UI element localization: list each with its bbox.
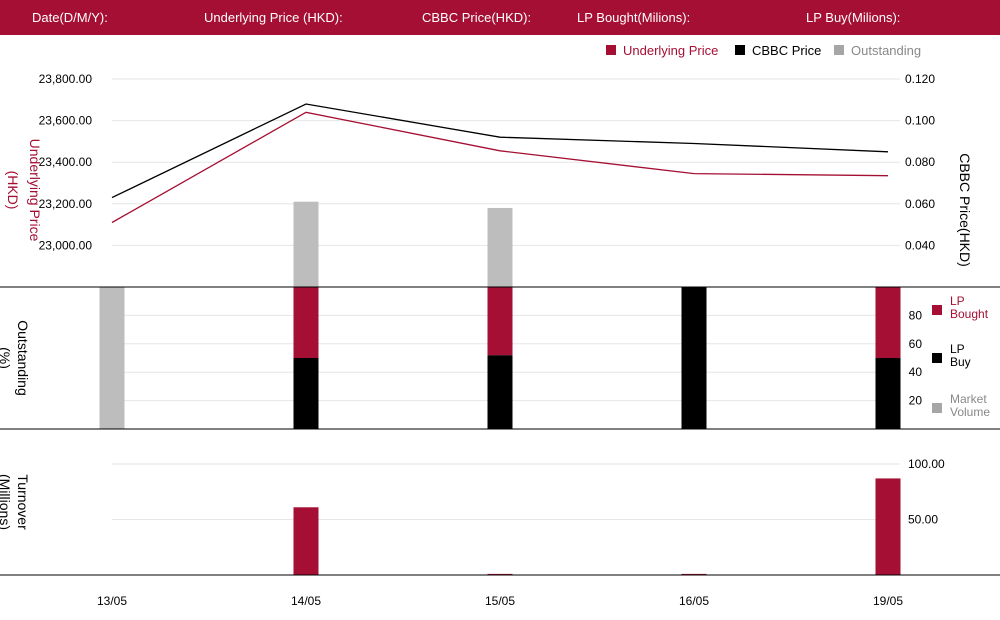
bottom-tick-label: 50.00 xyxy=(908,513,938,527)
legend-label: Underlying Price xyxy=(623,43,718,58)
legend: Underlying Price CBBC Price OutstandingLPB… xyxy=(606,43,990,419)
lines-layer xyxy=(111,103,889,224)
legend-swatch xyxy=(606,45,616,55)
side-legend-label: Bought xyxy=(950,307,989,321)
lp-bought-bar xyxy=(487,287,513,356)
outstanding-bar xyxy=(487,207,513,287)
side-legend-swatch xyxy=(932,403,942,413)
tick-labels: 23,000.00 23,200.00 23,400.00 23,600.00 23,8… xyxy=(0,72,973,608)
legend-label: CBBC Price xyxy=(752,43,821,58)
mid-tick-label: 20 xyxy=(909,394,923,408)
turnover-bar xyxy=(487,573,513,575)
lp-bought-bar xyxy=(293,287,319,358)
mid-tick-label: 60 xyxy=(909,337,923,351)
bottom-axis-title-line1: Turnover xyxy=(15,474,31,530)
lp-buy-label: LP Buy(Milions): xyxy=(806,10,901,25)
right-tick-label: 0.080 xyxy=(905,155,935,169)
lp-bought-label: LP Bought(Milions): xyxy=(577,10,691,25)
side-legend-label: Market xyxy=(950,392,987,406)
outstanding-bar xyxy=(293,201,319,287)
turnover-bar xyxy=(293,507,319,575)
mid-axis-title-line1: Outstanding xyxy=(15,320,31,396)
turnover-bar xyxy=(875,478,901,575)
cbbc-price-label: CBBC Price(HKD): xyxy=(422,10,532,25)
turnover-bar xyxy=(681,573,707,575)
right-tick-label: 0.100 xyxy=(905,114,935,128)
legend-swatch xyxy=(735,45,745,55)
left-tick-label: 23,800.00 xyxy=(39,72,93,86)
left-tick-label: 23,000.00 xyxy=(39,238,93,252)
left-tick-label: 23,600.00 xyxy=(39,114,93,128)
side-legend-swatch xyxy=(932,353,942,363)
axes-layer xyxy=(0,286,1000,576)
bars-layer xyxy=(99,201,901,575)
right-axis-title: CBBC Price(HKD) xyxy=(957,153,973,267)
lp-buy-bar xyxy=(487,355,513,429)
right-tick-label: 0.060 xyxy=(905,197,935,211)
legend-label: Outstanding xyxy=(851,43,921,58)
outstanding-bar xyxy=(99,287,125,429)
left-tick-label: 23,200.00 xyxy=(39,197,93,211)
date-label: Date(D/M/Y): xyxy=(32,10,108,25)
x-tick-label: 16/05 xyxy=(679,594,709,608)
cbbc-price-line xyxy=(111,103,889,199)
mid-tick-label: 40 xyxy=(909,365,923,379)
left-axis-title-line1: Underlying Price xyxy=(27,139,43,242)
side-legend-label: Volume xyxy=(950,405,990,419)
side-legend-swatch xyxy=(932,305,942,315)
lp-buy-bar xyxy=(875,358,901,429)
lp-bought-bar xyxy=(875,287,901,358)
x-tick-label: 14/05 xyxy=(291,594,321,608)
right-tick-label: 0.120 xyxy=(905,72,935,86)
lp-buy-bar xyxy=(681,287,707,429)
bottom-tick-label: 100.00 xyxy=(908,457,945,471)
side-legend-label: Buy xyxy=(950,355,971,369)
mid-tick-label: 80 xyxy=(909,308,923,322)
side-legend-label: LP xyxy=(950,294,965,308)
mid-axis-title-line2: (%) xyxy=(0,347,13,369)
underlying-price-line xyxy=(111,111,889,224)
underlying-price-label: Underlying Price (HKD): xyxy=(204,10,343,25)
x-tick-label: 15/05 xyxy=(485,594,515,608)
header-bar: Date(D/M/Y): Underlying Price (HKD): CBB… xyxy=(0,0,1000,35)
x-tick-label: 19/05 xyxy=(873,594,903,608)
right-tick-label: 0.040 xyxy=(905,238,935,252)
lp-buy-bar xyxy=(293,358,319,429)
left-axis-title-line2: (HKD) xyxy=(5,171,21,210)
x-tick-label: 13/05 xyxy=(97,594,127,608)
left-tick-label: 23,400.00 xyxy=(39,155,93,169)
side-legend-label: LP xyxy=(950,342,965,356)
bottom-axis-title-line2: (Millions) xyxy=(0,474,13,530)
cbbc-chart: 23,000.00 23,200.00 23,400.00 23,600.00 23,8… xyxy=(0,43,1000,608)
legend-swatch xyxy=(834,45,844,55)
